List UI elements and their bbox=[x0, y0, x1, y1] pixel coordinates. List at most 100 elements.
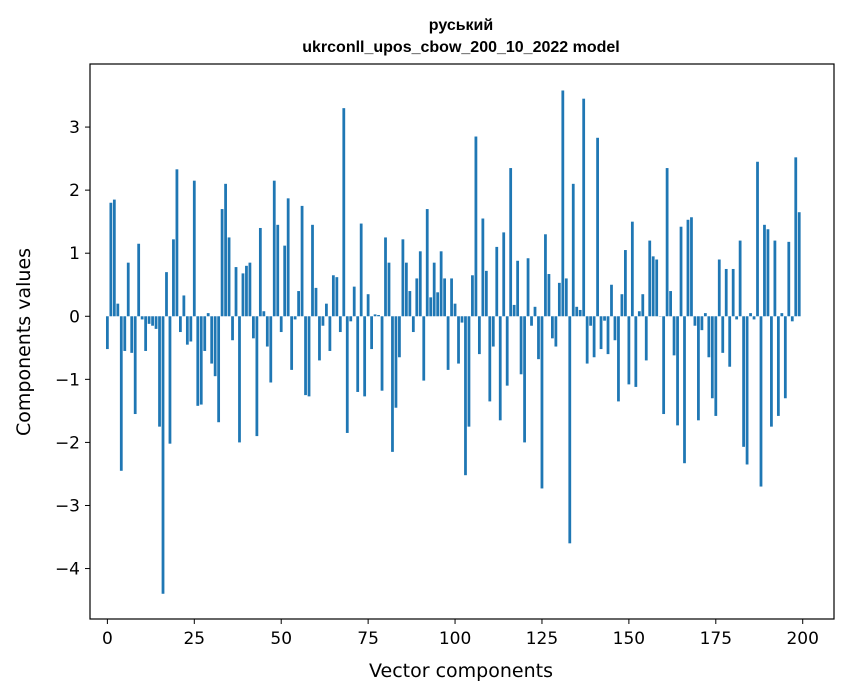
bar-93 bbox=[429, 297, 433, 317]
bar-117 bbox=[512, 304, 516, 317]
bar-78 bbox=[377, 315, 380, 317]
bar-31 bbox=[213, 316, 217, 377]
bar-41 bbox=[248, 262, 252, 317]
bar-54 bbox=[293, 316, 297, 320]
bar-60 bbox=[314, 287, 318, 317]
bar-112 bbox=[495, 246, 499, 317]
bar-20 bbox=[175, 169, 179, 317]
bar-47 bbox=[269, 316, 273, 383]
bar-140 bbox=[592, 316, 596, 358]
bar-144 bbox=[606, 316, 610, 355]
bar-68 bbox=[342, 108, 346, 317]
bar-5 bbox=[123, 316, 127, 351]
bar-8 bbox=[133, 316, 137, 415]
bar-26 bbox=[196, 316, 200, 406]
bar-156 bbox=[648, 240, 652, 317]
bar-37 bbox=[234, 267, 238, 317]
bar-38 bbox=[238, 316, 241, 443]
bar-113 bbox=[498, 316, 502, 421]
bar-14 bbox=[154, 316, 158, 329]
bar-66 bbox=[335, 277, 339, 317]
bar-1 bbox=[109, 202, 113, 317]
bar-46 bbox=[265, 316, 269, 347]
bar-3 bbox=[116, 303, 120, 317]
bar-73 bbox=[359, 223, 363, 317]
bar-175 bbox=[714, 316, 718, 416]
bar-152 bbox=[634, 316, 638, 387]
plot-frame bbox=[89, 63, 835, 620]
bar-81 bbox=[387, 262, 391, 317]
bar-7 bbox=[130, 316, 134, 353]
bar-18 bbox=[168, 316, 172, 444]
y-tick-label: 1 bbox=[69, 244, 80, 264]
bar-178 bbox=[724, 268, 728, 317]
bar-182 bbox=[738, 240, 742, 317]
bar-183 bbox=[742, 316, 745, 447]
bar-96 bbox=[439, 251, 443, 317]
bar-69 bbox=[345, 316, 349, 433]
bar-24 bbox=[189, 316, 193, 342]
bar-39 bbox=[241, 273, 245, 317]
bar-80 bbox=[384, 237, 387, 317]
bar-119 bbox=[519, 316, 523, 375]
bar-88 bbox=[411, 316, 415, 333]
bar-17 bbox=[165, 272, 168, 317]
bar-102 bbox=[460, 316, 464, 323]
bar-109 bbox=[484, 270, 488, 317]
bar-63 bbox=[325, 303, 328, 317]
bar-94 bbox=[432, 262, 436, 317]
bar-97 bbox=[443, 278, 447, 317]
bar-100 bbox=[453, 303, 457, 317]
bar-4 bbox=[119, 316, 123, 471]
bar-48 bbox=[272, 180, 276, 317]
bar-167 bbox=[686, 219, 690, 317]
bar-148 bbox=[620, 294, 624, 317]
bar-181 bbox=[735, 316, 739, 320]
bar-89 bbox=[415, 278, 419, 317]
bar-0 bbox=[105, 316, 109, 350]
bar-187 bbox=[756, 161, 759, 317]
y-tick-label: 2 bbox=[69, 181, 80, 201]
y-tick-label: 3 bbox=[69, 118, 80, 138]
bar-126 bbox=[544, 234, 547, 317]
bar-58 bbox=[307, 316, 311, 397]
bar-99 bbox=[450, 278, 453, 317]
bar-146 bbox=[613, 316, 617, 341]
bar-185 bbox=[749, 313, 752, 317]
bar-65 bbox=[331, 275, 335, 317]
bar-121 bbox=[526, 258, 530, 317]
bar-23 bbox=[185, 316, 189, 345]
bar-11 bbox=[144, 316, 148, 351]
bar-127 bbox=[547, 274, 551, 317]
bar-118 bbox=[516, 260, 520, 317]
bar-177 bbox=[721, 316, 725, 353]
bar-163 bbox=[672, 316, 676, 356]
bar-155 bbox=[644, 316, 648, 361]
bar-134 bbox=[571, 183, 575, 317]
bar-174 bbox=[710, 316, 714, 399]
bar-160 bbox=[662, 316, 666, 415]
bar-150 bbox=[627, 316, 631, 385]
bar-171 bbox=[700, 316, 704, 331]
bar-169 bbox=[693, 316, 697, 326]
bar-189 bbox=[763, 224, 766, 317]
bar-138 bbox=[585, 316, 589, 364]
bar-125 bbox=[540, 316, 544, 489]
bar-42 bbox=[252, 316, 255, 339]
bar-43 bbox=[255, 316, 259, 437]
bar-84 bbox=[398, 316, 401, 358]
bar-44 bbox=[258, 227, 262, 317]
bar-15 bbox=[158, 316, 161, 427]
bar-164 bbox=[676, 316, 679, 426]
bar-158 bbox=[655, 259, 659, 317]
bar-91 bbox=[422, 316, 426, 381]
bar-143 bbox=[603, 316, 606, 321]
bar-87 bbox=[408, 291, 412, 317]
y-tick-label: −4 bbox=[55, 560, 80, 580]
bar-120 bbox=[523, 316, 526, 443]
bar-6 bbox=[126, 262, 130, 317]
bar-132 bbox=[564, 278, 568, 317]
bar-141 bbox=[596, 137, 599, 317]
bar-193 bbox=[776, 316, 780, 416]
bar-195 bbox=[783, 316, 787, 399]
